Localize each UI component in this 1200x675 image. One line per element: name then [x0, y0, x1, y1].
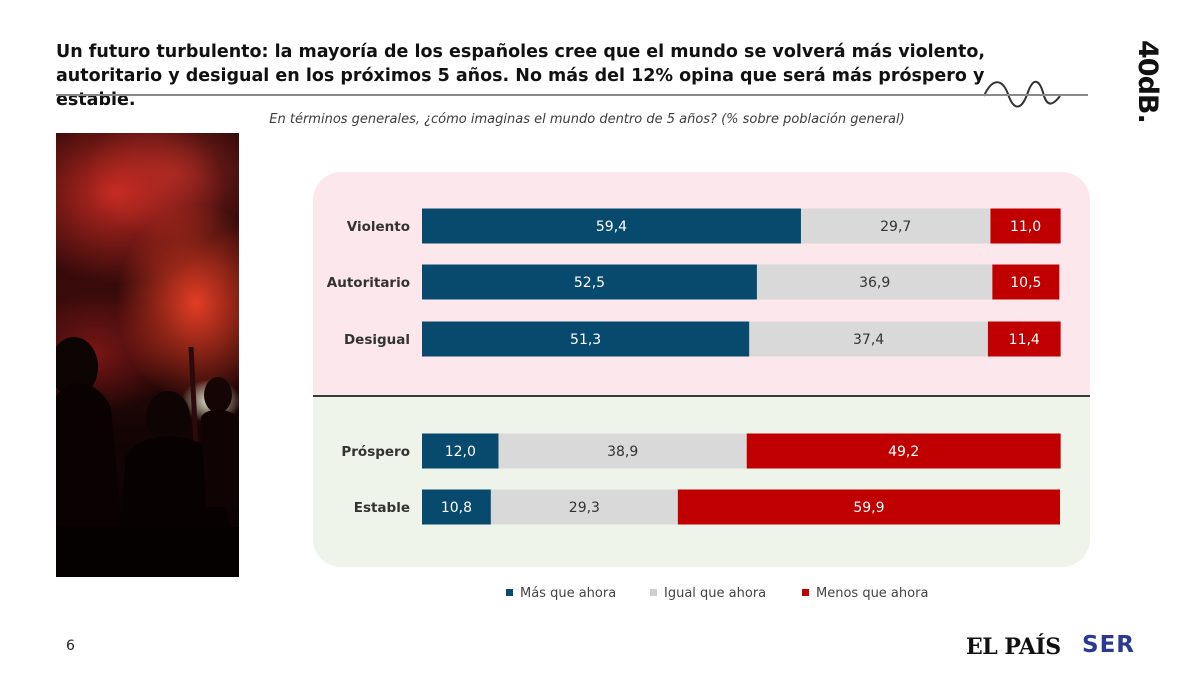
category-label-autoritario: Autoritario	[327, 275, 410, 291]
data-label-prospero-menos-que-ahora: 49,2	[888, 444, 919, 460]
legend-label-mas: Más que ahora	[520, 586, 617, 601]
data-label-autoritario-menos-que-ahora: 10,5	[1010, 275, 1041, 291]
chart-legend: Más que ahora Igual que ahora Menos que …	[0, 586, 1200, 606]
data-label-prospero-mas-que-ahora: 12,0	[445, 444, 476, 460]
elpais-logo: EL PAÍS	[966, 634, 1061, 660]
protest-flare-photo	[56, 133, 239, 577]
title-divider	[56, 94, 1088, 96]
crowd-silhouette-icon	[56, 337, 239, 577]
legend-swatch-menos	[802, 589, 809, 596]
legend-swatch-igual	[650, 589, 657, 596]
bar-autoritario-menos-que-ahora	[992, 264, 1060, 300]
bar-desigual-menos-que-ahora	[987, 321, 1061, 357]
page-number: 6	[66, 638, 75, 654]
data-label-desigual-igual-que-ahora: 37,4	[853, 332, 884, 348]
data-label-estable-mas-que-ahora: 10,8	[441, 500, 472, 516]
legend-label-igual: Igual que ahora	[664, 586, 767, 601]
data-label-desigual-mas-que-ahora: 51,3	[570, 332, 601, 348]
data-label-violento-menos-que-ahora: 11,0	[1010, 219, 1041, 235]
data-label-desigual-menos-que-ahora: 11,4	[1009, 332, 1040, 348]
bar-violento-menos-que-ahora	[990, 208, 1061, 244]
bar-prospero-igual-que-ahora	[498, 433, 747, 469]
category-label-prospero: Próspero	[341, 444, 410, 460]
category-label-violento: Violento	[347, 219, 410, 235]
legend-swatch-mas	[506, 589, 513, 596]
data-label-violento-mas-que-ahora: 59,4	[596, 219, 627, 235]
bar-desigual-igual-que-ahora	[749, 321, 988, 357]
bar-autoritario-mas-que-ahora	[422, 264, 757, 300]
data-label-estable-menos-que-ahora: 59,9	[853, 500, 884, 516]
ser-logo: SER	[1082, 632, 1135, 658]
bar-violento-mas-que-ahora	[422, 208, 801, 244]
legend-item-menos: Menos que ahora	[802, 586, 928, 601]
data-label-violento-igual-que-ahora: 29,7	[880, 219, 911, 235]
data-label-autoritario-igual-que-ahora: 36,9	[859, 275, 890, 291]
wave-decoration-icon	[983, 81, 1061, 108]
category-label-desigual: Desigual	[344, 332, 410, 348]
bar-estable-igual-que-ahora	[490, 489, 678, 525]
panel-divider	[313, 395, 1090, 397]
bar-autoritario-igual-que-ahora	[756, 264, 993, 300]
data-label-prospero-igual-que-ahora: 38,9	[607, 444, 638, 460]
bar-prospero-menos-que-ahora	[746, 433, 1061, 469]
bar-estable-menos-que-ahora	[677, 489, 1060, 525]
data-label-autoritario-mas-que-ahora: 52,5	[574, 275, 605, 291]
legend-item-igual: Igual que ahora	[650, 586, 766, 601]
data-label-estable-igual-que-ahora: 29,3	[569, 500, 600, 516]
bar-prospero-mas-que-ahora	[422, 433, 499, 469]
bar-violento-igual-que-ahora	[800, 208, 991, 244]
legend-item-mas: Más que ahora	[506, 586, 616, 601]
category-label-estable: Estable	[354, 500, 410, 516]
bar-estable-mas-que-ahora	[422, 489, 491, 525]
chart-title: Un futuro turbulento: la mayoría de los …	[56, 42, 986, 110]
positive-outlook-panel	[313, 397, 1090, 567]
legend-label-menos: Menos que ahora	[816, 586, 929, 601]
bar-desigual-mas-que-ahora	[422, 321, 750, 357]
chart-subtitle: En términos generales, ¿cómo imaginas el…	[269, 112, 905, 127]
